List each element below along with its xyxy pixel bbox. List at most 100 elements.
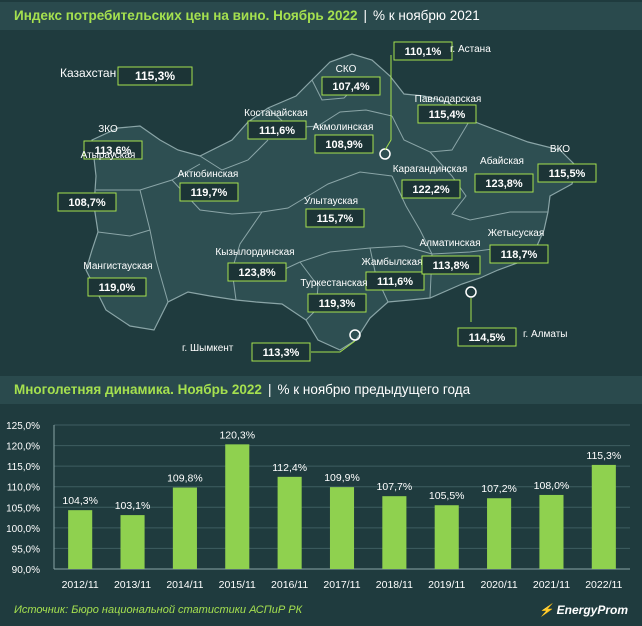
region-19-name: г. Алматы (523, 329, 567, 340)
region-9-value: 122,2% (412, 184, 450, 196)
bar-value-label: 103,1% (115, 500, 151, 512)
map-title: Индекс потребительских цен на вино. Нояб… (14, 8, 358, 23)
region-1-value-box (321, 76, 381, 96)
region-14-value-box (227, 262, 287, 282)
y-tick-label: 120,0% (6, 442, 40, 453)
region-20-name: г. Шымкент (182, 343, 234, 354)
region-2-value-box (393, 41, 453, 61)
region-18-value: 119,3% (319, 298, 356, 310)
region-3-value-box (417, 104, 477, 124)
source-note: Источник: Бюро национальной статистики А… (14, 604, 303, 616)
region-19-value-box (457, 327, 517, 347)
x-tick-label: 2022/11 (585, 579, 622, 591)
bar-2017/11 (329, 487, 355, 569)
bolt-icon: ⚡ (538, 603, 554, 617)
region-12-value: 115,7% (317, 213, 354, 225)
bar-2019/11 (434, 505, 459, 569)
y-tick-label: 115,0% (7, 462, 40, 473)
region-2-value: 110,1% (405, 46, 442, 58)
x-tick-label: 2018/11 (376, 579, 413, 591)
region-7-name: Атырауская (81, 150, 136, 161)
region-9-name: Карагандинская (393, 164, 468, 175)
region-17-value: 119,0% (99, 282, 136, 294)
kazakhstan-map: 115,3% Казахстан 107,4% СКО 110,1% г. Астана 1… (57, 41, 597, 362)
region-19-value: 114,5% (469, 332, 506, 344)
region-6-value: 113,6% (95, 145, 132, 157)
region-12-value-box (305, 208, 365, 228)
x-tick-label: 2019/11 (428, 579, 465, 591)
y-tick-label: 95,0% (12, 544, 40, 555)
x-tick-label: 2017/11 (323, 579, 360, 591)
bar-value-label: 112,4% (272, 462, 307, 474)
region-5-value: 108,9% (325, 139, 363, 151)
x-tick-label: 2021/11 (533, 579, 570, 591)
bar-value-label: 109,8% (167, 473, 203, 485)
region-15-name: Жамбылская (362, 256, 423, 268)
region-16-value-box (421, 255, 481, 275)
region-3-name: Павлодарская (415, 94, 482, 105)
region-20-value-box (251, 342, 311, 362)
x-tick-label: 2012/11 (62, 579, 99, 591)
region-16-value: 113,8% (433, 260, 470, 272)
region-9-value-box (401, 179, 461, 199)
y-tick-label: 105,0% (6, 503, 40, 514)
region-10-value: 123,8% (485, 178, 523, 190)
y-tick-label: 110,0% (7, 483, 40, 494)
region-13-value: 118,7% (501, 249, 538, 261)
region-6-name: ЗКО (98, 124, 118, 135)
bar-2016/11 (277, 476, 302, 569)
region-4-name: Костанайская (244, 108, 308, 119)
region-8-value-box (179, 182, 239, 202)
bar-chart: 90,0% 95,0% 100,0% 105,0% 110,0% 115,0% 120,0%… (6, 421, 630, 591)
bar-value-label: 107,7% (377, 481, 413, 493)
bar-value-label: 109,9% (324, 472, 360, 484)
region-20-value: 113,3% (263, 347, 300, 359)
region-8-value: 119,7% (191, 187, 228, 199)
x-tick-label: 2014/11 (166, 579, 203, 591)
bar-2021/11 (539, 494, 564, 569)
region-8-name: Актюбинская (178, 168, 239, 180)
region-10-name: Абайская (480, 155, 524, 167)
bar-2020/11 (487, 498, 512, 569)
energyprom-logo: ⚡ EnergyProm (539, 603, 628, 617)
bar-2012/11 (68, 510, 93, 569)
region-7-value-box (57, 192, 117, 212)
almaty-marker (465, 286, 477, 298)
bar-2015/11 (225, 444, 250, 569)
region-7-value: 108,7% (68, 197, 106, 209)
bar-2022/11 (591, 464, 616, 569)
region-3-value: 115,4% (429, 109, 466, 121)
region-14-name: Кызылординская (215, 247, 294, 258)
bar-value-label: 105,5% (429, 490, 465, 502)
region-15-value: 111,6% (377, 276, 413, 288)
region-18-name: Туркестанская (300, 278, 367, 289)
bar-2018/11 (382, 496, 407, 569)
region-2-name: г. Астана (450, 44, 491, 55)
region-17-value-box (87, 277, 147, 297)
map-subtitle: % к ноябрю 2021 (372, 8, 480, 23)
bar-2013/11 (120, 515, 145, 569)
shymkent-marker (349, 329, 361, 341)
y-tick-label: 100,0% (6, 524, 40, 535)
map-header: Индекс потребительских цен на вино. Нояб… (0, 2, 642, 30)
bar-title: Многолетняя динамика. Ноябрь 2022 (14, 382, 262, 397)
region-6-value-box (83, 140, 143, 160)
region-15-value-box (365, 271, 425, 291)
region-16-name: Алматинская (420, 238, 481, 249)
region-5-name: Акмолинская (313, 122, 374, 133)
region-13-value-box (489, 244, 549, 264)
region-11-value-box (537, 163, 597, 183)
bar-header: Многолетняя динамика. Ноябрь 2022 |% к но… (0, 376, 642, 404)
bar-value-label: 104,3% (62, 495, 98, 507)
bar-value-label: 108,0% (534, 480, 570, 492)
region-0-value: 115,3% (135, 69, 175, 83)
region-0-name: Казахстан (60, 66, 116, 80)
region-1-name: СКО (336, 64, 357, 75)
region-0-value-box (117, 66, 193, 86)
bar-2014/11 (172, 487, 197, 569)
region-4-value-box (247, 120, 307, 140)
region-11-name: ВКО (550, 144, 570, 155)
x-tick-label: 2015/11 (219, 579, 256, 591)
region-4-value: 111,6% (259, 125, 295, 137)
bar-subtitle: % к ноябрю предыдущего года (277, 382, 471, 397)
